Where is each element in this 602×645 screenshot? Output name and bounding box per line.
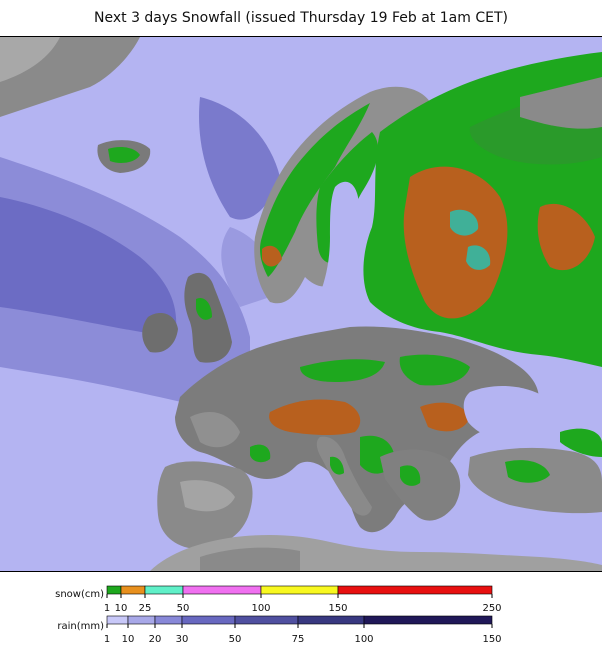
snowfall-map: [0, 36, 602, 572]
snow-tick-label: 150: [328, 603, 348, 614]
snow-teal: [450, 209, 479, 236]
rain-band-north: [199, 97, 280, 220]
rain-color-segment: [154, 615, 183, 625]
snow-color-segment: [337, 585, 493, 595]
rain-tick-label: 10: [121, 634, 135, 645]
black-sea: [463, 385, 550, 442]
baltic-sea: [318, 181, 360, 300]
precipitation-legend: snow(cm) 1 10 25 50 100 150 250 rain(mm) 1 10 20…: [0, 572, 602, 645]
snow-color-segment: [120, 585, 146, 595]
rain-legend-label: rain(mm): [57, 621, 104, 632]
rain-color-segment: [106, 615, 129, 625]
rain-tick-label: 20: [148, 634, 162, 645]
rain-tick-label: 1: [103, 634, 111, 645]
rain-tick-label: 100: [354, 634, 374, 645]
rain-color-segment: [363, 615, 493, 625]
snow-tick-label: 250: [482, 603, 502, 614]
rain-tick-label: 30: [175, 634, 189, 645]
rain-color-segment: [181, 615, 236, 625]
snow-tick-label: 25: [138, 603, 152, 614]
rain-band-atlantic-deep: [0, 197, 177, 337]
snow-tick-label: 10: [114, 603, 128, 614]
snow-tick-label: 100: [251, 603, 271, 614]
snow-colorbar: [106, 585, 493, 628]
snow-color-segment: [182, 585, 262, 595]
snow-color-segment: [144, 585, 184, 595]
snow-tick-label: 50: [176, 603, 190, 614]
rain-tick-label: 75: [291, 634, 305, 645]
rain-color-segment: [127, 615, 156, 625]
snow-color-segment: [260, 585, 339, 595]
rain-tick-label: 50: [228, 634, 242, 645]
snow-tick-label: 1: [103, 603, 111, 614]
rain-tick-label: 150: [482, 634, 502, 645]
snow-norway: [260, 103, 370, 277]
ireland: [142, 313, 178, 353]
italy: [316, 436, 372, 516]
map-title: Next 3 days Snowfall (issued Thursday 19…: [94, 10, 508, 26]
snow-russia-orange: [403, 166, 508, 319]
snow-alps: [269, 399, 361, 436]
rain-color-segment: [297, 615, 365, 625]
rain-color-segment: [234, 615, 299, 625]
snow-color-segment: [106, 585, 122, 595]
rain-band-northsea: [221, 227, 273, 307]
snow-legend-label: snow(cm): [55, 589, 104, 600]
